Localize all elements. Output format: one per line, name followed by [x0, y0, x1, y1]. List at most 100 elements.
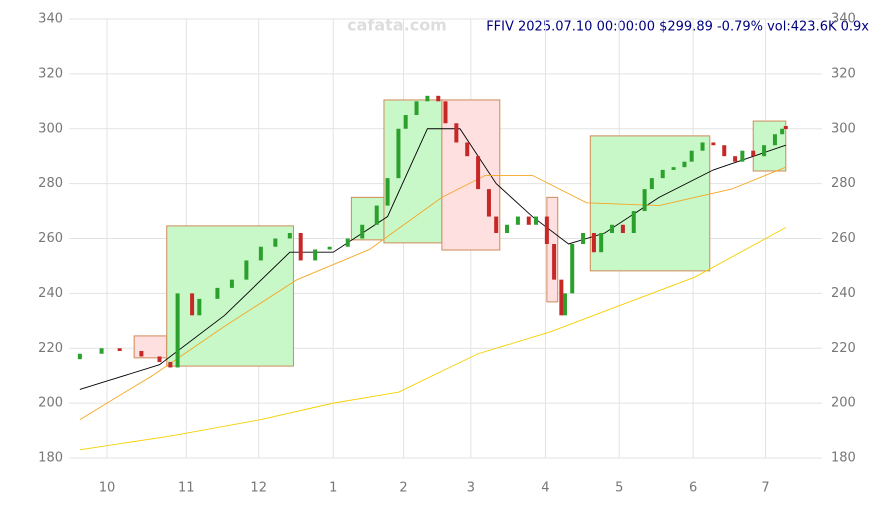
x-tick-label: 7 — [761, 481, 769, 496]
x-tick-label: 1 — [329, 481, 337, 496]
candle — [486, 189, 491, 217]
y-tick-label-right: 220 — [831, 341, 856, 356]
candle — [631, 211, 636, 234]
candle — [682, 161, 687, 168]
candle — [570, 243, 575, 294]
candle — [374, 205, 379, 225]
watermark: cafata.com — [347, 16, 447, 35]
candle — [515, 216, 520, 225]
range-box — [350, 196, 385, 241]
candle — [215, 287, 220, 299]
y-tick-label: 180 — [38, 451, 63, 466]
candle — [436, 95, 441, 102]
y-tick-label: 280 — [38, 176, 63, 191]
candle — [751, 150, 756, 157]
candle — [454, 123, 459, 143]
candle — [425, 95, 430, 102]
range-box — [133, 335, 168, 359]
candle — [642, 189, 647, 212]
candle — [660, 169, 665, 179]
candle — [273, 238, 278, 247]
candle — [581, 233, 586, 244]
candle — [733, 156, 738, 162]
candle — [620, 224, 625, 234]
candle — [526, 216, 531, 225]
candle — [360, 224, 365, 239]
y-tick-label: 320 — [38, 66, 63, 81]
candle — [780, 128, 785, 135]
candle — [244, 260, 249, 280]
y-tick-label: 220 — [38, 341, 63, 356]
x-tick-label: 3 — [467, 481, 475, 496]
x-tick-label: 4 — [541, 481, 549, 496]
candle — [443, 101, 448, 124]
y-tick-label: 340 — [38, 12, 63, 27]
candle — [649, 178, 654, 190]
candle — [671, 167, 676, 170]
candle — [599, 233, 604, 253]
candle — [258, 246, 263, 261]
moving-average — [79, 166, 786, 420]
candle — [99, 348, 104, 354]
candle — [711, 142, 716, 146]
y-tick-label: 260 — [38, 231, 63, 246]
x-tick-label: 2 — [399, 481, 407, 496]
candle — [465, 142, 470, 157]
range-box — [752, 120, 787, 172]
range-box — [383, 99, 443, 244]
y-tick-label-right: 300 — [831, 121, 856, 136]
candle — [157, 356, 162, 362]
candle — [117, 348, 122, 351]
x-tick-label: 10 — [99, 481, 116, 496]
candle — [740, 150, 745, 162]
candle — [77, 353, 82, 360]
moving-average — [79, 227, 787, 451]
candle — [544, 216, 549, 244]
y-tick-label: 200 — [38, 396, 63, 411]
y-tick-label-right: 240 — [831, 286, 856, 301]
candle — [494, 216, 499, 234]
candle — [385, 178, 390, 206]
candle — [552, 243, 557, 280]
candle — [700, 142, 705, 151]
y-tick-label-right: 320 — [831, 66, 856, 81]
candle — [722, 145, 727, 157]
candle — [175, 293, 180, 368]
candle — [197, 298, 202, 316]
candle — [190, 293, 195, 316]
y-tick-label-right: 280 — [831, 176, 856, 191]
candle — [762, 145, 767, 157]
x-tick-label: 5 — [615, 481, 623, 496]
candle — [403, 115, 408, 129]
candle — [298, 233, 303, 261]
moving-average — [79, 128, 786, 390]
candle — [287, 233, 292, 239]
candle — [414, 101, 419, 116]
y-tick-label: 240 — [38, 286, 63, 301]
candle — [559, 279, 564, 316]
candle — [229, 279, 234, 288]
y-tick-label: 300 — [38, 121, 63, 136]
candle — [168, 361, 173, 368]
candle — [783, 126, 788, 130]
x-tick-label: 12 — [250, 481, 267, 496]
candle — [505, 224, 510, 234]
candle — [345, 238, 350, 247]
y-tick-label-right: 340 — [831, 12, 856, 27]
candle — [562, 293, 567, 316]
candle — [689, 150, 694, 162]
chart-title: FFIV 2025.07.10 00:00:00 $299.89 -0.79% … — [486, 20, 869, 35]
y-tick-label-right: 260 — [831, 231, 856, 246]
candle — [476, 156, 481, 190]
candle — [313, 249, 318, 261]
x-tick-label: 11 — [178, 481, 195, 496]
candle — [772, 134, 777, 146]
x-tick-label: 6 — [689, 481, 697, 496]
candle — [327, 246, 332, 250]
y-tick-label-right: 180 — [831, 451, 856, 466]
candle — [610, 224, 615, 234]
candle — [139, 350, 144, 357]
candle — [396, 128, 401, 179]
y-tick-label-right: 200 — [831, 396, 856, 411]
